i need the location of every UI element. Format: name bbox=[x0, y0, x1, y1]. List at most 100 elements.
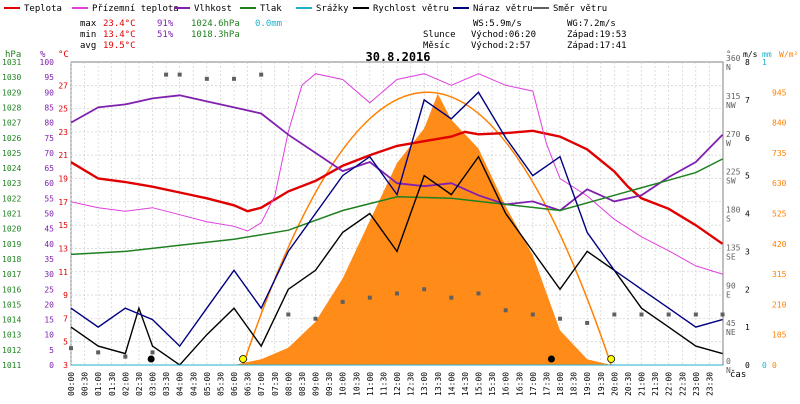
tick-label-wm2: 945 bbox=[772, 88, 787, 97]
tick-label-ms: 5 bbox=[745, 172, 750, 181]
series-line bbox=[70, 155, 723, 366]
unit-wm2: W/m² bbox=[779, 50, 798, 59]
tick-label-time: 17:00 bbox=[529, 372, 538, 396]
tick-label-deg: 90 bbox=[726, 281, 736, 290]
tick-label-ms: 6 bbox=[745, 134, 750, 143]
tick-label-degc: 17 bbox=[58, 198, 68, 207]
tick-label-cardinal: N bbox=[726, 63, 731, 72]
tick-label-time: 01:30 bbox=[108, 372, 117, 396]
tick-label-time: 03:30 bbox=[162, 372, 171, 396]
tick-label-pct: 65 bbox=[44, 164, 54, 173]
series-solar-area bbox=[234, 93, 612, 365]
solar-series bbox=[234, 91, 612, 366]
tick-label-time: 12:30 bbox=[407, 372, 416, 396]
moonset-marker bbox=[547, 355, 555, 363]
legend-swatch bbox=[296, 7, 312, 9]
series-lines bbox=[69, 72, 725, 366]
tick-label-hpa: 1023 bbox=[2, 179, 21, 188]
tick-label-wm2: 735 bbox=[772, 149, 787, 158]
wind-dir-point bbox=[177, 72, 182, 77]
wind-dir-point bbox=[232, 76, 236, 81]
tick-label-deg: 225 bbox=[726, 168, 741, 177]
wind-dir-point bbox=[530, 312, 535, 317]
tick-label-wm2: 105 bbox=[772, 331, 787, 340]
tick-label-deg: 45 bbox=[726, 319, 736, 328]
tick-label-cardinal: S bbox=[726, 215, 731, 224]
tick-label-degc: 7 bbox=[63, 314, 68, 323]
wind-dir-point bbox=[639, 312, 644, 317]
tick-label-wm2: 0 bbox=[772, 361, 777, 370]
wind-dir-point bbox=[503, 308, 508, 313]
tick-label-degc: 15 bbox=[58, 221, 68, 230]
tick-label-time: 19:00 bbox=[583, 372, 592, 396]
legend-item: Směr větru bbox=[553, 4, 607, 14]
wind-dir-point bbox=[449, 295, 454, 300]
stat-min-temp: 13.4°C bbox=[103, 30, 136, 40]
tick-label-cardinal: W bbox=[726, 139, 731, 148]
wind-dir-point bbox=[164, 72, 169, 77]
wind-dir-point bbox=[313, 316, 318, 321]
tick-label-deg: 0 bbox=[726, 357, 731, 366]
unit-time: čas bbox=[730, 369, 746, 380]
sunrise-marker bbox=[239, 355, 247, 363]
tick-label-time: 14:30 bbox=[461, 372, 470, 396]
tick-label-pct: 40 bbox=[44, 240, 54, 249]
tick-label-hpa: 1031 bbox=[2, 58, 21, 67]
tick-label-deg: 360 bbox=[726, 54, 741, 63]
wind-dir-point bbox=[720, 312, 725, 317]
tick-label-time: 14:00 bbox=[447, 372, 456, 396]
tick-label-degc: 19 bbox=[58, 175, 68, 184]
stat-max-temp: 23.4°C bbox=[103, 19, 136, 29]
tick-label-pct: 60 bbox=[44, 179, 54, 188]
tick-label-pct: 45 bbox=[44, 225, 54, 234]
tick-label-deg: 180 bbox=[726, 206, 741, 215]
tick-label-time: 23:30 bbox=[705, 372, 714, 396]
tick-label-pct: 55 bbox=[44, 194, 54, 203]
tick-label-hpa: 1030 bbox=[2, 73, 21, 82]
tick-label-pct: 70 bbox=[44, 149, 54, 158]
series-line bbox=[70, 129, 724, 245]
unit-mm: mm bbox=[762, 50, 772, 59]
tick-label-ms: 2 bbox=[745, 285, 750, 294]
tick-label-mm: 0 bbox=[762, 361, 767, 370]
tick-label-time: 18:30 bbox=[570, 372, 579, 396]
legend-swatch bbox=[533, 7, 549, 9]
tick-label-hpa: 1016 bbox=[2, 285, 21, 294]
header: max 23.4°C 91% 1024.6hPa 0.0mm min 13.4°… bbox=[5, 19, 798, 380]
axes: 1011101210131014101510161017101810191020… bbox=[2, 54, 787, 396]
wind-dir-point bbox=[96, 350, 101, 355]
tick-label-time: 21:00 bbox=[638, 372, 647, 396]
tick-label-pct: 20 bbox=[44, 300, 54, 309]
tick-label-time: 20:30 bbox=[624, 372, 633, 396]
tick-label-mm: 1 bbox=[762, 58, 767, 67]
stat-max-press: 1024.6hPa bbox=[191, 19, 240, 29]
tick-label-hpa: 1015 bbox=[2, 300, 21, 309]
legend-swatch bbox=[174, 7, 190, 9]
tick-label-degc: 9 bbox=[63, 291, 68, 300]
legend: Teplota Přízemní teplota Vlhkost Tlak Srážky… bbox=[4, 4, 607, 14]
wind-wg: WG:7.2m/s bbox=[567, 19, 616, 29]
legend-item: Náraz větru bbox=[473, 4, 533, 14]
wind-dir-point bbox=[123, 354, 128, 359]
wind-dir-point bbox=[286, 312, 291, 317]
tick-label-deg: 270 bbox=[726, 130, 741, 139]
tick-label-pct: 85 bbox=[44, 103, 54, 112]
tick-label-time: 15:00 bbox=[475, 372, 484, 396]
tick-label-pct: 90 bbox=[44, 88, 54, 97]
moon-label: Měsíc bbox=[423, 41, 450, 51]
tick-label-time: 05:30 bbox=[216, 372, 225, 396]
tick-label-wm2: 630 bbox=[772, 179, 787, 188]
tick-label-pct: 100 bbox=[40, 58, 55, 67]
tick-label-time: 04:30 bbox=[189, 372, 198, 396]
tick-label-time: 09:00 bbox=[312, 372, 321, 396]
tick-label-cardinal: SE bbox=[726, 252, 736, 261]
wind-dir-point bbox=[204, 76, 209, 81]
sun-label: Slunce bbox=[423, 30, 456, 40]
tick-label-hpa: 1029 bbox=[2, 88, 21, 97]
tick-label-hpa: 1019 bbox=[2, 240, 21, 249]
tick-label-degc: 21 bbox=[58, 151, 68, 160]
tick-label-hpa: 1027 bbox=[2, 119, 21, 128]
unit-deg: ° bbox=[726, 50, 731, 60]
stat-min-press: 1018.3hPa bbox=[191, 30, 240, 40]
